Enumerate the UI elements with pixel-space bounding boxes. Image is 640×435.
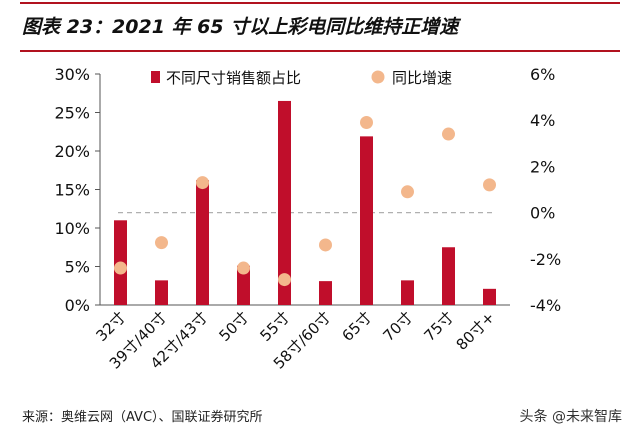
legend-label-scatter: 同比增速 <box>392 69 452 87</box>
scatter-point <box>278 273 291 287</box>
right-tick-label: -2% <box>530 250 561 269</box>
x-tick-label: 75寸 <box>420 308 457 345</box>
x-tick-label: 70寸 <box>379 308 416 345</box>
scatter-point <box>237 261 250 275</box>
bar <box>155 280 168 305</box>
legend-swatch-scatter <box>371 70 385 84</box>
left-tick-label: 20% <box>54 142 90 161</box>
x-tick-label: 65寸 <box>338 308 375 345</box>
bar <box>237 265 250 305</box>
scatter-point <box>483 178 496 192</box>
watermark: 头条 @未来智库 <box>519 409 622 425</box>
x-tick-label: 50寸 <box>215 308 252 345</box>
title-top-rule <box>20 2 620 4</box>
scatter-point <box>319 238 332 252</box>
bar <box>483 288 496 305</box>
scatter-point <box>360 116 373 130</box>
bar <box>319 281 332 305</box>
right-tick-label: 4% <box>530 111 555 130</box>
scatter-point <box>114 261 127 275</box>
title-bottom-rule <box>20 50 620 52</box>
left-tick-label: 10% <box>54 219 90 238</box>
scatter-point <box>401 185 414 199</box>
x-tick-label: 80寸+ <box>453 308 499 354</box>
left-tick-label: 30% <box>54 65 90 84</box>
right-tick-label: 2% <box>530 157 555 176</box>
x-tick-label: 32寸 <box>92 308 129 345</box>
legend-swatch-bar <box>151 71 160 83</box>
scatter-point <box>442 127 455 141</box>
left-tick-label: 25% <box>54 104 90 123</box>
left-tick-label: 15% <box>54 181 90 200</box>
left-tick-label: 5% <box>65 258 90 277</box>
bar <box>360 136 373 305</box>
bar <box>196 180 209 305</box>
x-tick-label: 55寸 <box>256 308 293 345</box>
right-tick-label: 0% <box>530 204 555 223</box>
bar <box>278 100 291 305</box>
source-note: 来源：奥维云网（AVC）、国联证券研究所 <box>22 410 263 425</box>
right-tick-label: -4% <box>530 296 561 315</box>
legend-label-bar: 不同尺寸销售额占比 <box>166 69 301 87</box>
bar <box>401 280 414 305</box>
right-tick-label: 6% <box>530 65 555 84</box>
bar <box>442 247 455 305</box>
scatter-point <box>155 236 168 250</box>
left-tick-label: 0% <box>65 296 90 315</box>
scatter-point <box>196 176 209 190</box>
chart-title: 图表 23：2021 年 65 寸以上彩电同比维持正增速 <box>22 16 459 38</box>
